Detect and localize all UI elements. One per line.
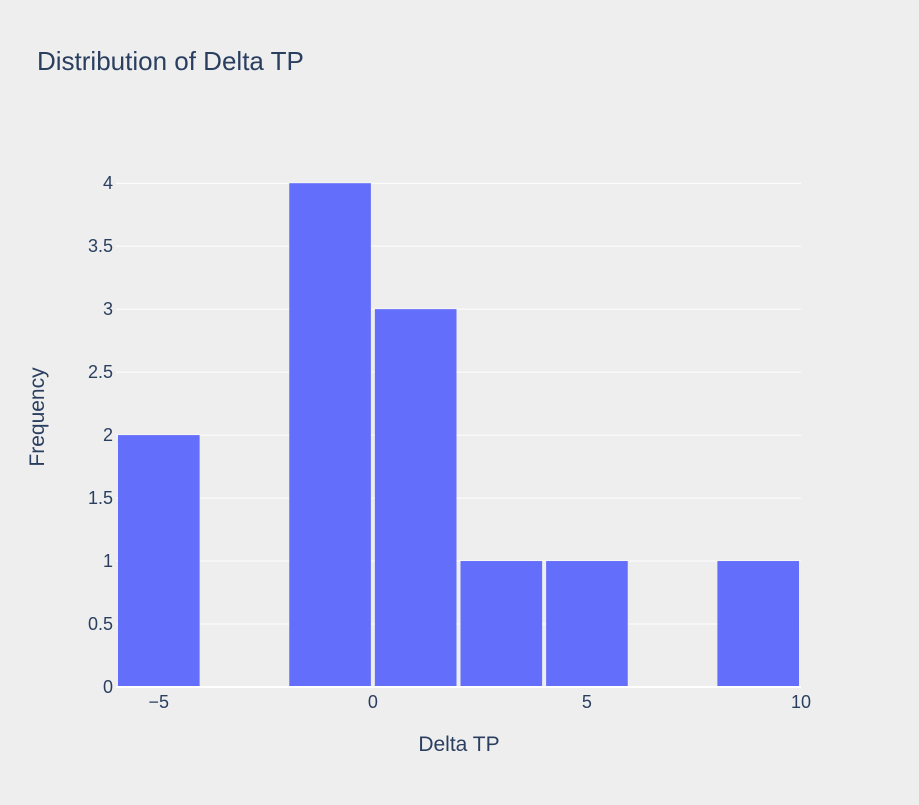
x-tick-label-1: 0 [368, 692, 378, 712]
x-axis-title: Delta TP [418, 733, 499, 756]
y-tick-label-3: 1.5 [88, 488, 113, 508]
chart-title: Distribution of Delta TP [37, 46, 304, 76]
y-tick-label-7: 3.5 [88, 236, 113, 256]
y-tick-label-5: 2.5 [88, 362, 113, 382]
y-tick-label-0: 0 [103, 677, 113, 697]
x-tick-label-3: 10 [791, 692, 811, 712]
x-tick-label-2: 5 [582, 692, 592, 712]
y-axis-title: Frequency [26, 367, 49, 467]
x-tick-labels: −5 0 5 10 [149, 692, 811, 712]
y-tick-label-2: 1 [103, 551, 113, 571]
bar-3 [460, 561, 543, 687]
y-tick-label-1: 0.5 [88, 614, 113, 634]
y-tick-label-4: 2 [103, 425, 113, 445]
bar-4 [546, 561, 628, 687]
bar-1 [289, 183, 371, 687]
x-tick-label-0: −5 [149, 692, 170, 712]
gridlines [116, 182, 801, 625]
y-tick-label-6: 3 [103, 299, 113, 319]
y-tick-label-8: 4 [103, 173, 113, 193]
bars [118, 183, 799, 687]
bar-5 [717, 561, 799, 687]
bar-0 [118, 435, 200, 687]
y-tick-labels: 0 0.5 1 1.5 2 2.5 3 3.5 4 [88, 173, 113, 697]
bar-2 [374, 309, 457, 687]
